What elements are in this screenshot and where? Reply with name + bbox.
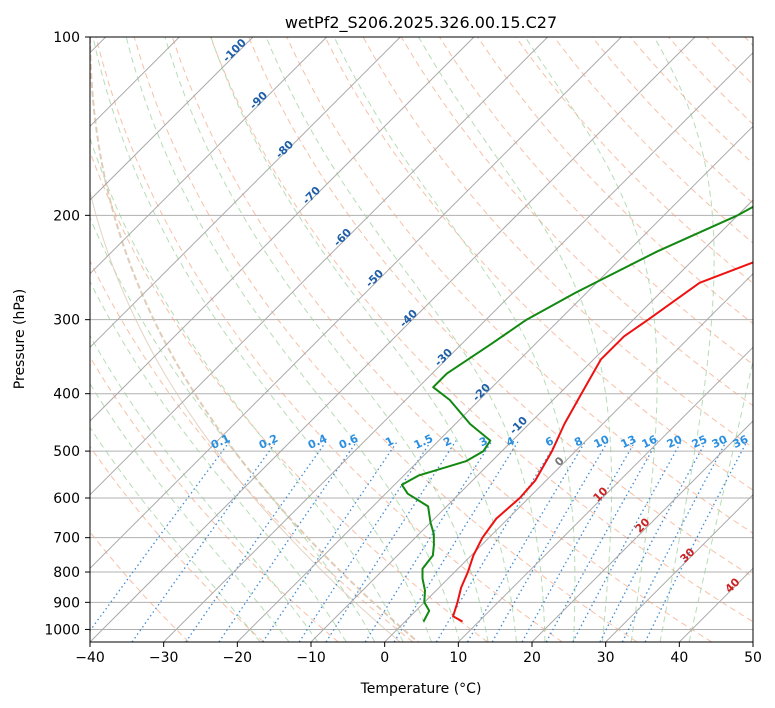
y-tick-label: 600 (53, 491, 80, 507)
isotherm-line (163, 51, 753, 642)
isotherm-line (310, 199, 753, 642)
moist-adiabat-line (418, 37, 613, 642)
x-tick-label: −30 (149, 650, 179, 666)
mixing-ratio-label: 30 (710, 433, 730, 451)
moist-adiabat-line (333, 37, 576, 642)
y-tick-label: 200 (53, 208, 80, 224)
x-tick-label: −10 (296, 650, 326, 666)
isotherm-line (90, 37, 475, 422)
x-tick-label: 50 (744, 650, 762, 666)
moist-adiabat-line (210, 37, 517, 642)
moist-adiabat-line (164, 37, 489, 642)
x-axis: −40 −30 −20 −10 0 10 20 30 40 50 (75, 642, 762, 666)
mixing-ratio-line (393, 440, 520, 642)
mixing-ratio-label: 13 (619, 433, 638, 451)
dry-adiabat-line (324, 37, 753, 491)
y-axis-label: Pressure (hPa) (12, 289, 28, 389)
isotherm-line (457, 346, 753, 642)
x-tick-label: 10 (449, 650, 467, 666)
x-tick-label: −20 (223, 650, 253, 666)
y-tick-label: 500 (53, 444, 80, 460)
mixing-ratio-line (621, 440, 728, 642)
isotherm-line (90, 37, 328, 275)
isotherm-line (90, 37, 401, 349)
isotherm-line (90, 37, 622, 570)
mixing-ratio-line (466, 440, 587, 642)
moist-adiabat-line (90, 216, 376, 642)
moist-adiabat-line (92, 37, 432, 642)
moist-adiabat-line (688, 358, 753, 642)
dry-adiabat-line (286, 37, 753, 534)
moist-adiabat-line (90, 136, 404, 642)
dry-adiabat-line (248, 37, 753, 578)
moist-adiabat-line (653, 37, 715, 642)
moist-adiabat-line (90, 280, 347, 642)
x-tick-label: 30 (597, 650, 615, 666)
y-tick-label: 900 (53, 595, 80, 611)
reference-curve (90, 189, 401, 642)
y-tick-label: 800 (53, 565, 80, 581)
chart-title: wetPf2_S206.2025.326.00.15.C27 (285, 13, 557, 33)
moist-adiabat-line (90, 426, 261, 642)
moist-adiabat-line (90, 382, 290, 642)
mixing-ratio-label: 25 (690, 433, 709, 451)
mixing-ratio-line (298, 440, 433, 642)
mixing-ratio-line (644, 440, 748, 642)
isotherm-line (605, 493, 753, 642)
moist-adiabat-line (265, 37, 546, 642)
dry-adiabat-line (210, 37, 753, 623)
background-lines (90, 37, 753, 642)
x-tick-label: −40 (75, 650, 105, 666)
mixing-ratio-line (521, 440, 637, 642)
dry-adiabat-line (171, 37, 712, 642)
profile-lines (400, 205, 753, 623)
isotherm-line (384, 272, 753, 642)
mixing-ratio-label: 16 (640, 433, 660, 451)
isotherm-line (236, 125, 753, 642)
mixing-ratio-line (185, 440, 328, 642)
mixing-ratio-label: 36 (731, 433, 751, 451)
x-tick-label: 0 (380, 650, 389, 666)
dewpoint-profile-line (400, 205, 753, 623)
mixing-ratio-label: 10 (592, 433, 612, 451)
y-tick-label: 100 (53, 30, 80, 46)
x-tick-label: 40 (670, 650, 688, 666)
y-tick-label: 300 (53, 313, 80, 329)
y-tick-label: 1000 (44, 622, 80, 638)
dry-adiabat-line (515, 37, 753, 284)
moist-adiabat-line (90, 334, 319, 642)
mixing-ratio-line (131, 440, 278, 642)
isotherm-line (90, 37, 696, 642)
moist-adiabat-line (524, 37, 658, 642)
isotherm-line (531, 420, 753, 642)
dry-adiabat-line (95, 37, 563, 642)
mixing-ratio-line (572, 440, 683, 642)
y-tick-label: 400 (53, 387, 80, 403)
y-axis: 1000 900 800 700 600 500 400 300 200 100 (44, 30, 90, 638)
isotherm-line (90, 37, 254, 201)
mixing-ratio-line (599, 440, 707, 642)
dry-adiabat-line (90, 445, 264, 642)
x-tick-label: 20 (523, 650, 541, 666)
plot-frame (89, 36, 754, 643)
mixing-ratio-label: 20 (665, 433, 685, 451)
mixing-ratio-line (545, 440, 659, 642)
reference-curve (90, 37, 419, 642)
dry-adiabat-line (90, 259, 414, 642)
y-tick-label: 700 (53, 531, 80, 547)
moist-adiabat-line (125, 37, 461, 642)
mixing-ratio-line (491, 440, 609, 642)
temperature-profile-line (452, 261, 753, 623)
mixing-ratio-line (364, 440, 493, 642)
isotherm-line (90, 37, 549, 496)
x-axis-label: Temperature (°C) (360, 681, 482, 697)
